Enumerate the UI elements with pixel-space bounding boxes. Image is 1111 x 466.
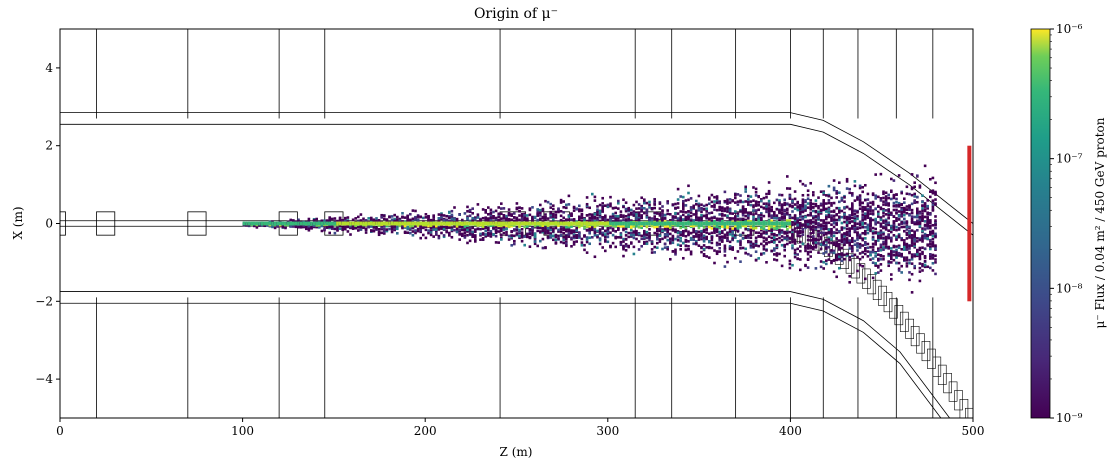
- x-tick-label: 500: [962, 424, 985, 438]
- colorbar-ticks: 10⁻⁶ 10⁻⁷ 10⁻⁸ 10⁻⁹: [1050, 22, 1083, 425]
- y-tick-label: 2: [45, 139, 53, 153]
- x-tick-label: 300: [596, 424, 619, 438]
- chart-title: Origin of μ⁻: [474, 6, 558, 22]
- x-tick-label: 100: [231, 424, 254, 438]
- y-tick-label: 0: [45, 217, 53, 231]
- y-tick-label: 4: [45, 61, 53, 75]
- x-tick-label: 400: [779, 424, 802, 438]
- y-tick-label: −4: [35, 372, 53, 386]
- colorbar-tick-label: 10⁻⁸: [1056, 281, 1083, 295]
- x-tick-label: 0: [56, 424, 64, 438]
- x-axis-label: Z (m): [500, 445, 533, 459]
- muon-flux-heatmap: [242, 164, 937, 294]
- y-tick-label: −2: [35, 294, 53, 308]
- x-tick-label: 200: [414, 424, 437, 438]
- y-axis-label: X (m): [11, 206, 25, 239]
- colorbar-tick-label: 10⁻⁶: [1056, 22, 1083, 36]
- detector-marker: [967, 145, 972, 302]
- x-axis: 0 100 200 300 400 500: [56, 418, 984, 438]
- colorbar-tick-label: 10⁻⁷: [1056, 152, 1083, 166]
- colorbar-tick-label: 10⁻⁹: [1056, 411, 1083, 425]
- colorbar-label: μ⁻ Flux / 0.04 m² / 450 GeV proton: [1093, 117, 1107, 328]
- plot-area: [59, 28, 974, 419]
- beamline-geometry: [60, 29, 973, 418]
- colorbar: [1030, 28, 1051, 419]
- y-axis: −4 −2 0 2 4: [35, 61, 60, 386]
